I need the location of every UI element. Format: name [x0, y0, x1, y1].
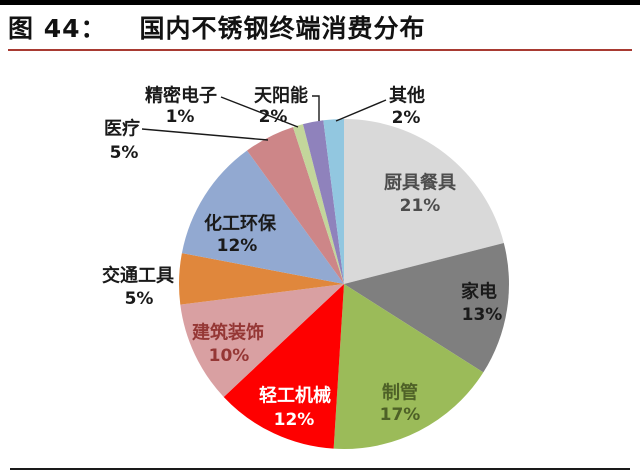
pie-slice-精密电子: [293, 124, 344, 285]
slice-pct-家电: 13%: [462, 305, 503, 325]
slice-pct-轻工机械: 12%: [274, 410, 315, 430]
pie-slice-交通工具: [178, 253, 344, 305]
slice-pct-交通工具: 5%: [125, 289, 154, 309]
pie-slice-化工环保: [181, 150, 344, 284]
slice-label-其他: 其他: [389, 85, 425, 107]
bottom-border-line: [10, 468, 630, 470]
leader-line-其他: [335, 99, 387, 122]
slice-label-建筑装饰: 建筑装饰: [192, 322, 264, 344]
slice-label-轻工机械: 轻工机械: [259, 385, 331, 407]
slice-label-家电: 家电: [461, 281, 497, 303]
leader-line-医疗: [141, 128, 269, 141]
slice-pct-医疗: 5%: [110, 143, 139, 163]
slice-pct-化工环保: 12%: [217, 236, 258, 256]
top-border-bar: [0, 0, 640, 5]
pie-slice-家电: [344, 242, 510, 373]
slice-pct-天阳能: 2%: [259, 107, 288, 127]
pie-slice-轻工机械: [223, 284, 344, 449]
slice-pct-其他: 2%: [392, 108, 421, 128]
figure-title: 图 44： 国内不锈钢终端消费分布: [8, 9, 426, 45]
pie-slice-医疗: [247, 127, 344, 284]
slice-label-化工环保: 化工环保: [204, 213, 277, 235]
slice-label-天阳能: 天阳能: [254, 85, 308, 107]
pie-slice-厨具餐具: [344, 119, 504, 284]
leader-line-精密电子: [220, 96, 299, 128]
pie-slice-建筑装饰: [180, 284, 344, 397]
figure-title-text: 国内不锈钢终端消费分布: [139, 14, 426, 43]
slice-label-厨具餐具: 厨具餐具: [384, 172, 456, 194]
figure-number-label: 图 44：: [8, 14, 107, 43]
slice-label-医疗: 医疗: [104, 118, 140, 140]
slice-label-制管: 制管: [382, 382, 418, 404]
leader-line-天阳能: [312, 95, 320, 121]
pie-slice-制管: [333, 284, 484, 449]
pie-slice-其他: [323, 119, 344, 284]
slice-pct-厨具餐具: 21%: [400, 196, 441, 216]
pie-slice-天阳能: [302, 120, 344, 284]
slice-label-精密电子: 精密电子: [145, 85, 217, 107]
slice-label-交通工具: 交通工具: [102, 265, 174, 287]
slice-pct-精密电子: 1%: [166, 107, 195, 127]
slice-pct-制管: 17%: [380, 405, 421, 425]
slice-pct-建筑装饰: 10%: [209, 346, 250, 366]
title-underline: [8, 49, 632, 51]
